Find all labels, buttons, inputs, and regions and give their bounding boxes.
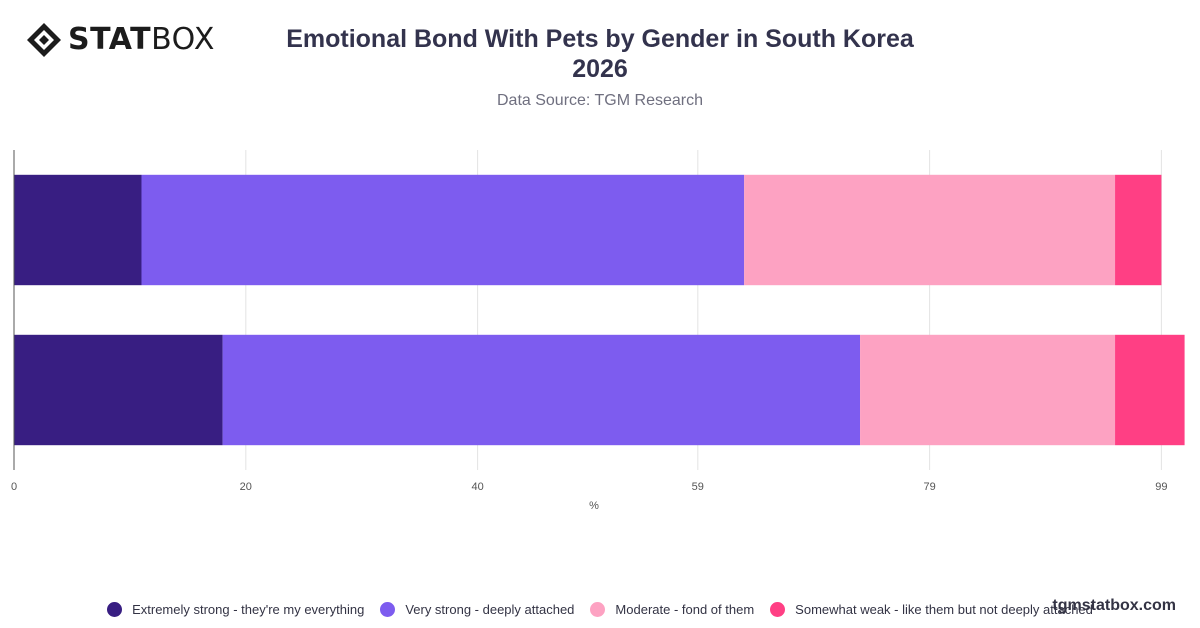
bar-segment [222, 334, 861, 446]
legend-label: Somewhat weak - like them but not deeply… [795, 602, 1093, 617]
chart-subtitle: Data Source: TGM Research [496, 92, 703, 109]
logo-wordmark: STATBOX [68, 22, 215, 58]
bar-segment [141, 174, 745, 286]
x-tick-label: 59 [692, 481, 704, 493]
legend-label: Extremely strong - they're my everything [132, 602, 365, 617]
diamond-logo-icon [27, 23, 61, 57]
bar-segment [744, 174, 1116, 286]
legend-marker [770, 602, 786, 617]
legend-item[interactable]: Very strong - deeply attached [380, 602, 574, 617]
legend-marker [380, 602, 396, 617]
watermark: tgmstatbox.com [1052, 597, 1176, 614]
x-tick-label: 40 [471, 481, 483, 493]
bar-segment [14, 174, 142, 286]
chart-legend: Extremely strong - they're my everything… [0, 602, 1200, 617]
x-tick-label: 20 [240, 481, 252, 493]
bar-segment [14, 334, 223, 446]
chart-title: Emotional Bond With Pets by Gender in So… [240, 24, 960, 84]
x-tick-label: 99 [1155, 481, 1167, 493]
legend-label: Moderate - fond of them [615, 602, 755, 617]
chart-title-line2: 2026 [572, 55, 628, 83]
legend-item[interactable]: Moderate - fond of them [590, 602, 754, 617]
bar-segment [1115, 174, 1162, 286]
bar-segment [1115, 334, 1185, 446]
logo-bold-text: STAT [68, 22, 152, 57]
legend-item[interactable]: Somewhat weak - like them but not deeply… [770, 602, 1093, 617]
legend-marker [107, 602, 123, 617]
legend-label: Very strong - deeply attached [405, 602, 575, 617]
statbox-logo: STATBOX [26, 22, 215, 58]
legend-marker [590, 602, 606, 617]
x-axis-label: % [589, 500, 599, 512]
legend-item[interactable]: Extremely strong - they're my everything [107, 602, 364, 617]
bar-segment [860, 334, 1116, 446]
x-tick-label: 79 [923, 481, 935, 493]
x-tick-label: 0 [11, 481, 17, 493]
chart-title-line1: Emotional Bond With Pets by Gender in So… [286, 25, 914, 53]
logo-light-text: BOX [151, 22, 215, 57]
